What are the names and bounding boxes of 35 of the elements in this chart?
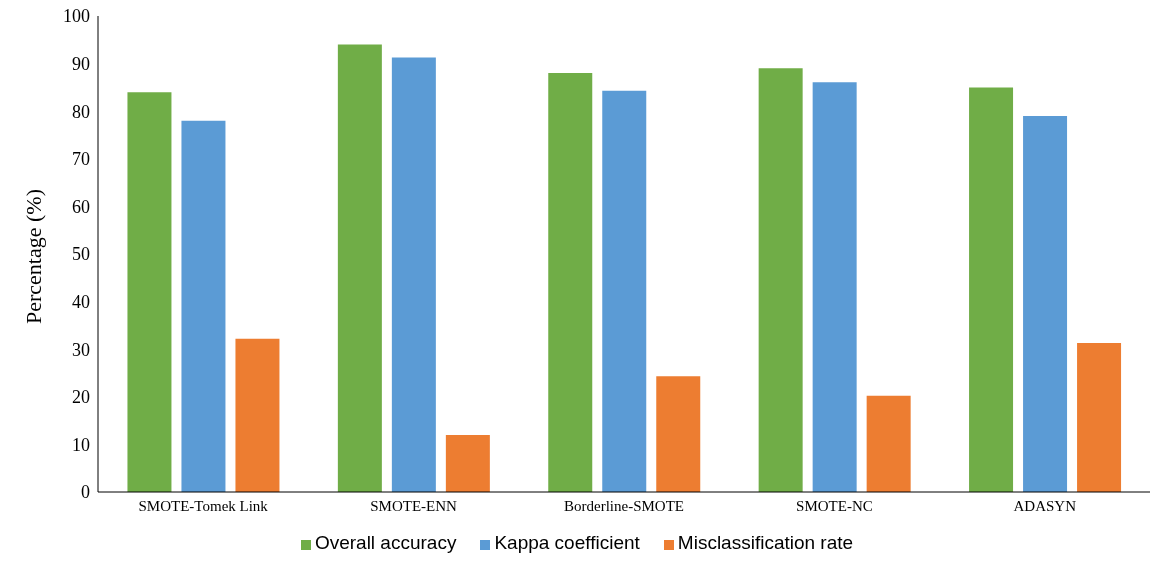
legend-label: Overall accuracy [314, 532, 457, 553]
x-tick-label: ADASYN [1013, 497, 1077, 514]
bar [656, 376, 701, 492]
y-tick-label: 90 [72, 53, 90, 74]
bar [1077, 343, 1122, 492]
y-tick-label: 0 [81, 482, 90, 503]
y-tick-label: 80 [72, 101, 90, 122]
y-tick-label: 20 [72, 387, 90, 408]
legend-label: Kappa coefficient [494, 532, 640, 553]
bar [235, 338, 280, 492]
bar [127, 92, 172, 492]
y-tick-label: 40 [72, 291, 90, 312]
y-tick-label: 50 [72, 244, 90, 265]
x-tick-label: SMOTE-ENN [370, 497, 458, 514]
bar [445, 434, 490, 492]
bar [548, 73, 593, 492]
y-axis-title: Percentage (%) [20, 189, 46, 324]
bar [1023, 115, 1068, 492]
bar [181, 120, 226, 492]
bar [758, 68, 803, 492]
bar [337, 44, 382, 492]
legend-label: Misclassification rate [677, 532, 854, 553]
bar [602, 90, 647, 492]
bar [812, 82, 857, 492]
x-tick-label: Borderline-SMOTE [564, 497, 684, 514]
x-tick-label: SMOTE-NC [796, 497, 873, 514]
bar [391, 57, 436, 492]
x-tick-label: SMOTE-Tomek Link [138, 497, 269, 514]
y-tick-label: 100 [63, 6, 90, 27]
bar [969, 87, 1014, 492]
y-tick-label: 30 [72, 339, 90, 360]
y-tick-label: 70 [72, 149, 90, 170]
y-tick-label: 10 [72, 434, 90, 455]
bar [866, 395, 911, 492]
y-tick-label: 60 [72, 196, 90, 217]
